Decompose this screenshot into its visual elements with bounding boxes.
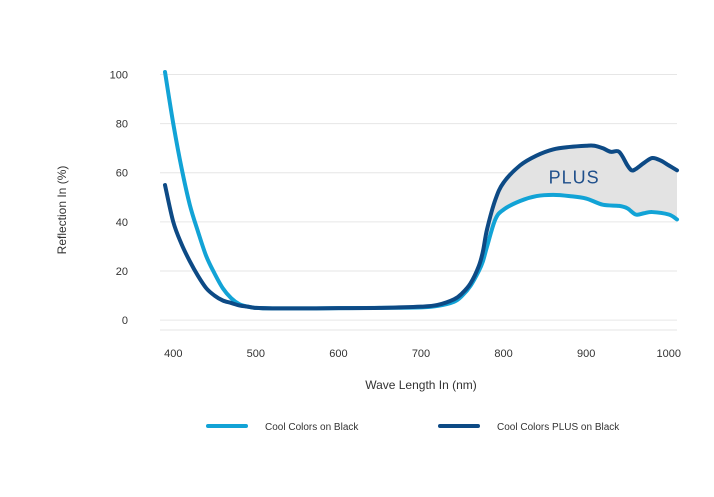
x-tick-label-700: 700 (412, 348, 430, 360)
y-tick-label-20: 20 (116, 266, 128, 278)
y-tick-label-100: 100 (110, 69, 128, 81)
y-tick-label-60: 60 (116, 168, 128, 180)
y-tick-label-80: 80 (116, 119, 128, 131)
y-tick-label-0: 0 (122, 315, 128, 327)
series-lines (163, 70, 679, 311)
plus-annotation: PLUS (549, 168, 600, 188)
y-tick-label-40: 40 (116, 217, 128, 229)
y-axis-title: Reflection In (%) (55, 166, 69, 255)
legend-label-0: Cool Colors on Black (265, 422, 359, 433)
x-tick-label-400: 400 (164, 348, 182, 360)
y-axis-ticks: 0 20 40 60 80 100 (110, 69, 128, 327)
x-axis-ticks: 400 500 600 700 800 900 1000 (164, 348, 681, 360)
x-tick-label-800: 800 (494, 348, 512, 360)
legend: Cool Colors on Black Cool Colors PLUS on … (206, 422, 620, 433)
grid-lines (160, 73, 677, 331)
legend-label-1: Cool Colors PLUS on Black (497, 422, 620, 433)
x-tick-label-600: 600 (329, 348, 347, 360)
x-tick-label-900: 900 (577, 348, 595, 360)
x-tick-label-500: 500 (247, 348, 265, 360)
x-axis-title: Wave Length In (nm) (365, 378, 477, 392)
x-tick-label-1000: 1000 (656, 348, 680, 360)
series-line-cool-colors-plus (163, 143, 679, 311)
